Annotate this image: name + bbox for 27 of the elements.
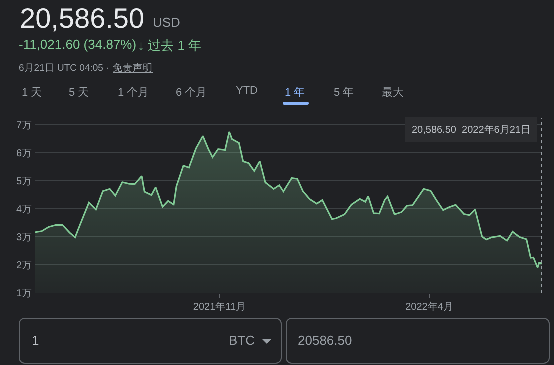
text: -11,021.60 (34.87%) <box>19 37 137 52</box>
chart-title: 20,586.50 <box>20 3 145 35</box>
text: 1 年 <box>285 86 306 100</box>
text: 最大 <box>382 86 404 100</box>
text: 5 天 <box>69 86 90 100</box>
ref-line-label: 20,586.50 2022年6月21日 <box>412 124 531 136</box>
x-tick-label: 2021年11月 <box>193 301 246 313</box>
y-tick-label: 5万 <box>16 176 32 188</box>
text: 免责声明 <box>113 62 153 75</box>
y-tick-label: 4万 <box>16 204 32 216</box>
text: 6月21日 UTC 04:05 · <box>19 62 110 75</box>
text: 1 <box>32 333 40 348</box>
text: 1 个月 <box>118 86 150 100</box>
y-tick-label: 2万 <box>16 260 32 272</box>
text: 1 天 <box>22 86 42 100</box>
text: 20586.50 <box>298 333 352 348</box>
y-tick-label: 3万 <box>16 232 32 244</box>
y-tick-label: 7万 <box>16 120 32 132</box>
x-tick-label: 2022年4月 <box>406 301 454 313</box>
text: BTC <box>229 333 255 348</box>
y-tick-label: 1万 <box>16 288 32 300</box>
text: YTD <box>236 85 258 97</box>
text: 5 年 <box>334 86 354 100</box>
text: 6 个月 <box>176 86 208 100</box>
text: USD <box>153 15 180 30</box>
y-tick-label: 6万 <box>16 148 32 160</box>
text: ↓ 过去 1 年 <box>138 37 202 55</box>
